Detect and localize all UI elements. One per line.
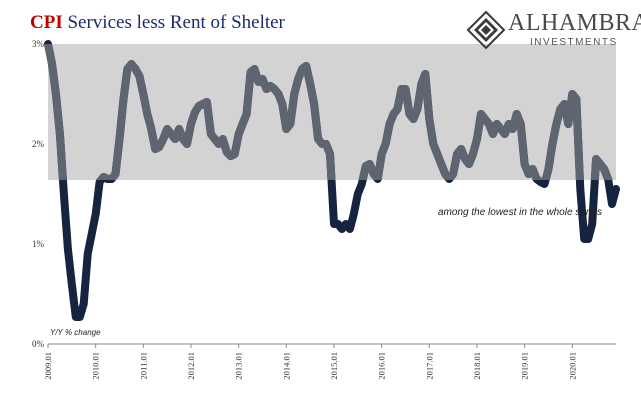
x-tick-label: 2011.01: [138, 352, 148, 379]
x-tick-label: 2014.01: [281, 352, 291, 380]
x-tick-label: 2010.01: [91, 352, 101, 380]
x-tick-label: 2012.01: [186, 352, 196, 380]
x-tick-label: 2020.01: [567, 352, 577, 380]
x-tick-label: 2017.01: [424, 352, 434, 380]
x-tick-label: 2016.01: [377, 352, 387, 380]
logo-name: ALHAMBRA: [508, 10, 641, 36]
y-tick-label: 3%: [32, 39, 45, 49]
series-line-in-band: [44, 44, 613, 180]
logo-subtitle: INVESTMENTS: [530, 37, 618, 48]
diamond-logo-icon: [466, 10, 506, 50]
title-cpi: CPI: [30, 12, 63, 33]
x-tick-label: 2009.01: [43, 352, 53, 380]
y-axis-label: Y/Y % change: [50, 328, 101, 337]
x-tick-label: 2019.01: [520, 352, 530, 380]
chart-title: CPI Services less Rent of Shelter: [30, 12, 285, 34]
y-tick-label: 2%: [32, 139, 45, 149]
x-tick-label: 2013.01: [234, 352, 244, 380]
chart-annotation: among the lowest in the whole series: [438, 207, 602, 218]
y-tick-label: 1%: [32, 239, 45, 249]
title-rest: Services less Rent of Shelter: [62, 12, 285, 33]
alhambra-logo: ALHAMBRA INVESTMENTS: [466, 10, 641, 50]
y-axis: 0% 1% 2% 3%: [32, 39, 45, 349]
x-tick-label: 2015.01: [329, 352, 339, 380]
y-tick-label: 0%: [32, 339, 45, 349]
x-tick-label: 2018.01: [472, 352, 482, 380]
x-axis: 2009.01 2010.01 2011.01 2012.01 2013.01 2014.…: [43, 343, 616, 380]
